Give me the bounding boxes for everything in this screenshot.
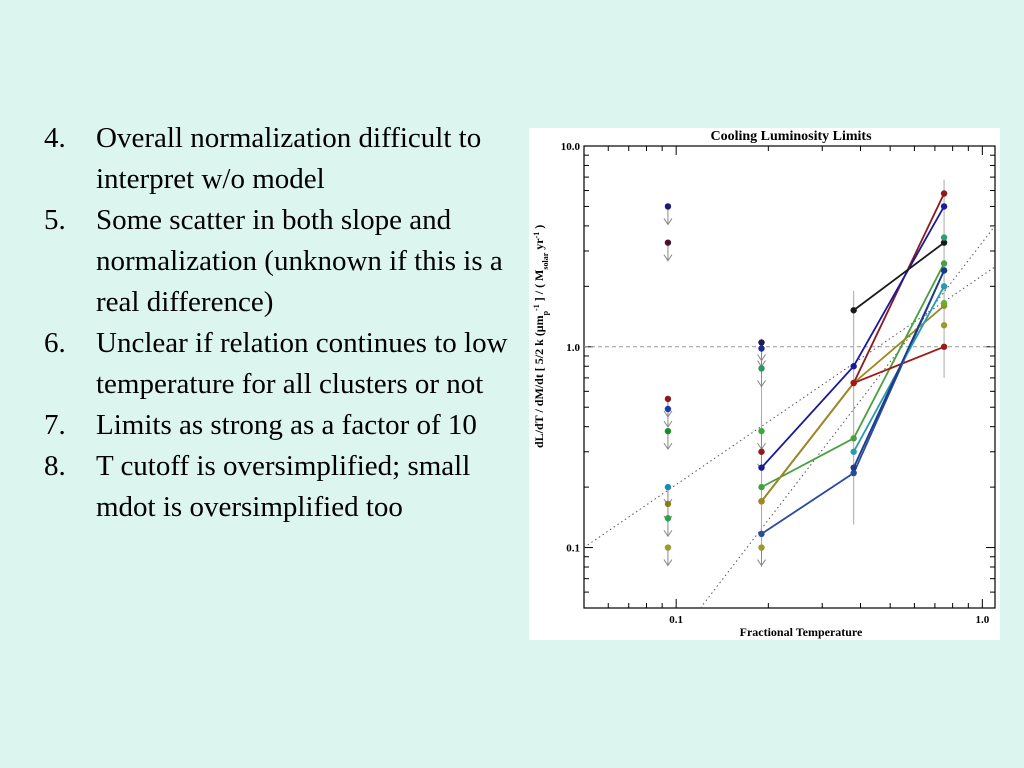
upper-limit-point: [664, 515, 672, 522]
data-point: [940, 203, 948, 210]
trend-line: [583, 266, 996, 548]
upper-limit-point: [758, 544, 765, 551]
upper-limit-arrowhead: [663, 442, 673, 451]
data-point: [940, 299, 948, 307]
data-point: [850, 448, 857, 455]
upper-limit-point: [664, 483, 672, 491]
y-label-part: ): [532, 225, 546, 232]
y-label-part: -1: [532, 232, 541, 239]
y-label-part: yr: [532, 238, 546, 253]
data-point: [940, 190, 948, 197]
item-text: Overall normalization difficult to inter…: [96, 122, 482, 195]
data-point: [940, 283, 948, 290]
upper-limit-arrowhead: [663, 559, 673, 567]
series-line: [853, 345, 945, 384]
y-tick-label: 10.0: [561, 141, 581, 153]
data-point: [850, 379, 857, 387]
data-point: [940, 260, 948, 267]
upper-limit-point: [758, 427, 765, 435]
bullet-list: 4. Overall normalization difficult to int…: [40, 118, 520, 528]
y-label-part: ] / ( M: [532, 270, 546, 305]
y-axis-label: dL/dT / dM/dt [ 5/2 k (μmp-1 ] / ( Msola…: [532, 225, 550, 448]
list-item: 8. T cutoff is oversimplified; small mdot…: [40, 446, 520, 528]
item-number: 4.: [44, 122, 66, 154]
data-point: [850, 435, 857, 442]
upper-limit-point: [664, 405, 672, 413]
item-number: 6.: [44, 327, 66, 359]
upper-limit-point: [664, 203, 672, 210]
item-text: Some scatter in both slope and normaliza…: [96, 204, 503, 318]
data-point: [850, 464, 857, 471]
y-tick-label: 1.0: [566, 342, 580, 354]
upper-limit-point: [664, 395, 672, 403]
item-number: 5.: [44, 204, 66, 236]
data-point: [940, 322, 948, 329]
upper-limit-arrowhead: [757, 559, 766, 567]
upper-limit-arrowhead: [663, 420, 673, 428]
upper-limit-point: [758, 345, 765, 352]
upper-limit-point: [758, 339, 765, 346]
series-line: [853, 241, 945, 311]
y-label-part: solar: [541, 252, 550, 269]
list-item: 7. Limits as strong as a factor of 10: [40, 405, 520, 446]
y-label-part: -1: [532, 304, 541, 311]
y-label-part: dL/dT / dM/dt [ 5/2 k (μm: [532, 315, 546, 448]
data-point: [758, 498, 765, 505]
trend-line: [700, 225, 996, 609]
series-line: [760, 193, 945, 502]
upper-limit-point: [664, 427, 672, 435]
data-point: [758, 483, 765, 491]
upper-limit-point: [758, 365, 765, 372]
upper-limit-point: [664, 544, 672, 551]
x-axis-label: Fractional Temperature: [740, 625, 863, 639]
item-text: T cutoff is oversimplified; small mdot i…: [96, 450, 471, 523]
data-point: [850, 307, 857, 314]
data-point: [940, 267, 948, 274]
data-point: [940, 234, 948, 241]
plot-frame: [583, 145, 996, 609]
chart-title: Cooling Luminosity Limits: [710, 129, 872, 144]
upper-limit-arrowhead: [663, 218, 673, 226]
data-point: [758, 530, 765, 538]
y-label-part: p: [541, 310, 550, 315]
data-point: [850, 469, 857, 477]
series-line: [852, 270, 945, 469]
data-point: [940, 239, 948, 246]
data-point: [850, 363, 857, 370]
item-number: 7.: [44, 409, 66, 441]
upper-limit-point: [664, 500, 672, 508]
y-axis-label-group: dL/dT / dM/dt [ 5/2 k (μmp-1 ] / ( Msola…: [532, 225, 550, 448]
item-text: Limits as strong as a factor of 10: [96, 409, 477, 441]
upper-limit-point: [664, 239, 672, 246]
upper-limit-arrowhead: [757, 380, 766, 388]
x-tick-label: 0.1: [669, 614, 683, 626]
chart-panel: Cooling Luminosity Limits Fractional Tem…: [529, 128, 1000, 640]
item-text: Unclear if relation continues to low tem…: [96, 327, 508, 400]
upper-limit-arrowhead: [663, 529, 673, 538]
upper-limit-point: [758, 448, 765, 455]
item-number: 8.: [44, 450, 66, 482]
data-point: [758, 464, 765, 471]
list-item: 5. Some scatter in both slope and normali…: [40, 200, 520, 323]
upper-limit-arrowhead: [663, 254, 673, 262]
chart: Cooling Luminosity Limits Fractional Tem…: [532, 129, 996, 639]
list-item: 6. Unclear if relation continues to low t…: [40, 323, 520, 405]
y-tick-label: 0.1: [566, 543, 580, 555]
x-tick-label: 1.0: [975, 614, 989, 626]
list-item: 4. Overall normalization difficult to int…: [40, 118, 520, 200]
data-point: [940, 343, 948, 350]
